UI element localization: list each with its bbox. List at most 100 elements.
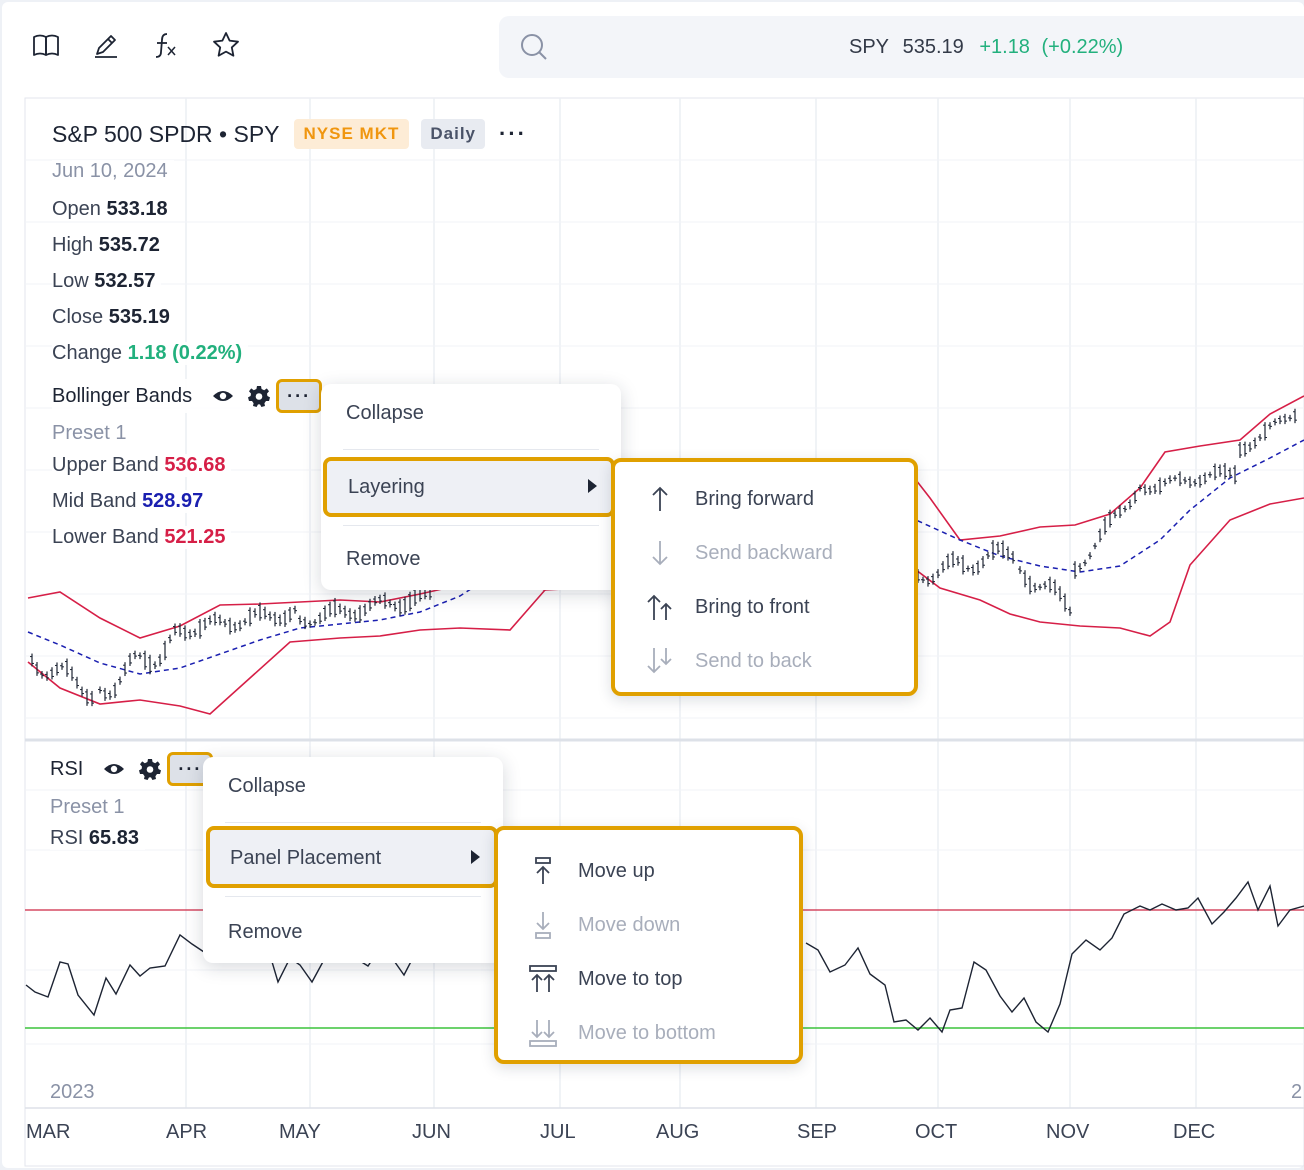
ohlc-open: Open 533.18 (52, 198, 174, 221)
mid-band-label: Mid Band (52, 490, 137, 512)
month-label-may: MAY (279, 1121, 321, 1143)
ohlc-date: Jun 10, 2024 (52, 160, 174, 183)
rsi-name: RSI (50, 757, 84, 780)
ohlc-change: Change 1.18 (0.22%) (52, 342, 249, 365)
month-label-oct: OCT (915, 1121, 958, 1143)
bollinger-name: Bollinger Bands (52, 384, 193, 407)
eye-icon[interactable] (212, 385, 234, 407)
ohlc-high: High 535.72 (52, 234, 166, 257)
move-to-top-icon (528, 964, 558, 994)
move-to-bottom-label: Move to bottom (578, 1021, 716, 1044)
move-up-label: Move up (578, 859, 655, 882)
bring-to-front-item[interactable]: Bring to front (645, 592, 810, 622)
rsi-value-row: RSI 65.83 (50, 827, 145, 850)
exchange-badge: NYSE MKT (293, 119, 410, 149)
send-backward-item[interactable]: Send backward (645, 538, 833, 568)
menu-layering[interactable]: Layering (323, 457, 615, 517)
chart-more-button[interactable]: ··· (499, 121, 527, 146)
bollinger-preset: Preset 1 (52, 422, 133, 445)
arrow-up-icon (645, 484, 675, 514)
chart-title: S&P 500 SPDR • SPY (52, 120, 280, 147)
ohlc-close: Close 535.19 (52, 306, 176, 329)
low-label: Low (52, 270, 89, 292)
upper-band-value: 536.68 (164, 454, 226, 476)
month-label-mar: MAR (26, 1121, 71, 1143)
star-icon[interactable] (211, 30, 241, 60)
bring-forward-label: Bring forward (695, 487, 814, 510)
month-label-sep: SEP (797, 1121, 838, 1143)
bollinger-indicator-row: Bollinger Bands ··· (52, 379, 323, 413)
bring-to-front-label: Bring to front (695, 595, 810, 618)
menu-divider (225, 896, 481, 897)
bollinger-mid: Mid Band 528.97 (52, 490, 210, 513)
chart-border (24, 97, 1304, 1167)
interval-badge[interactable]: Daily (421, 119, 486, 149)
move-to-top-label: Move to top (578, 967, 683, 990)
move-down-icon (528, 910, 558, 940)
month-label-nov: NOV (1046, 1121, 1090, 1143)
gear-icon[interactable] (139, 758, 162, 780)
bollinger-upper: Upper Band 536.68 (52, 454, 232, 477)
lower-band-value: 521.25 (164, 526, 226, 548)
menu-layering-label: Layering (348, 476, 425, 498)
panel-placement-submenu: Move up Move down Move to top Move to bo… (494, 826, 803, 1064)
change-label: Change (52, 342, 123, 364)
layering-submenu: Bring forward Send backward Bring to fro… (611, 458, 918, 696)
search-bar[interactable]: SPY 535.19 +1.18 (+0.22%) (499, 16, 1304, 78)
lower-band-label: Lower Band (52, 526, 159, 548)
double-arrow-down-icon (645, 646, 675, 676)
year-label-next: 2 (1291, 1081, 1303, 1103)
function-icon[interactable] (151, 30, 181, 60)
menu-collapse[interactable]: Collapse (346, 402, 424, 424)
gear-icon[interactable] (248, 385, 271, 407)
month-label-jul: JUL (540, 1121, 576, 1143)
move-to-bottom-item[interactable]: Move to bottom (528, 1018, 716, 1048)
rsi-value: 65.83 (88, 827, 139, 849)
rsi-context-menu: Collapse Panel Placement Remove (203, 757, 503, 963)
bollinger-more-button[interactable]: ··· (276, 379, 323, 413)
eye-icon[interactable] (103, 758, 125, 780)
symbol-quote: SPY 535.19 +1.18 (+0.22%) (849, 36, 1123, 59)
send-to-back-item[interactable]: Send to back (645, 646, 812, 676)
quote-change: +1.18 (979, 36, 1030, 58)
book-icon[interactable] (31, 30, 61, 60)
high-label: High (52, 234, 94, 256)
rsi-line (25, 933, 205, 1017)
close-label: Close (52, 306, 104, 328)
send-to-back-label: Send to back (695, 649, 812, 672)
chevron-right-icon (471, 850, 480, 864)
month-label-apr: APR (166, 1121, 208, 1143)
move-up-icon (528, 856, 558, 886)
rsi-indicator-row: RSI ··· (50, 752, 214, 786)
quote-change-pct: (+0.22%) (1041, 36, 1124, 58)
search-icon (519, 32, 549, 62)
move-to-top-item[interactable]: Move to top (528, 964, 683, 994)
menu-panel-placement[interactable]: Panel Placement (206, 826, 498, 888)
menu-panel-placement-label: Panel Placement (230, 847, 382, 869)
move-up-item[interactable]: Move up (528, 856, 655, 886)
arrow-down-icon (645, 538, 675, 568)
menu-remove[interactable]: Remove (228, 921, 303, 943)
move-down-item[interactable]: Move down (528, 910, 680, 940)
year-label: 2023 (50, 1081, 95, 1103)
chevron-right-icon (588, 479, 597, 493)
pencil-icon[interactable] (91, 30, 121, 60)
month-label-aug: AUG (656, 1121, 700, 1143)
double-arrow-up-icon (645, 592, 675, 622)
close-value: 535.19 (108, 306, 170, 328)
change-value: 1.18 (0.22%) (127, 342, 243, 364)
menu-remove[interactable]: Remove (346, 548, 421, 570)
month-label-dec: DEC (1173, 1121, 1216, 1143)
rsi-preset: Preset 1 (50, 796, 131, 819)
bring-forward-item[interactable]: Bring forward (645, 484, 814, 514)
menu-divider (343, 449, 599, 450)
menu-divider (343, 525, 599, 526)
ohlc-low: Low 532.57 (52, 270, 162, 293)
rsi-line (805, 880, 1304, 1034)
move-down-label: Move down (578, 913, 681, 936)
bollinger-lower: Lower Band 521.25 (52, 526, 232, 549)
low-value: 532.57 (94, 270, 156, 292)
mid-band-value: 528.97 (142, 490, 204, 512)
menu-collapse[interactable]: Collapse (228, 775, 306, 797)
top-toolbar: SPY 535.19 +1.18 (+0.22%) (2, 2, 1304, 98)
